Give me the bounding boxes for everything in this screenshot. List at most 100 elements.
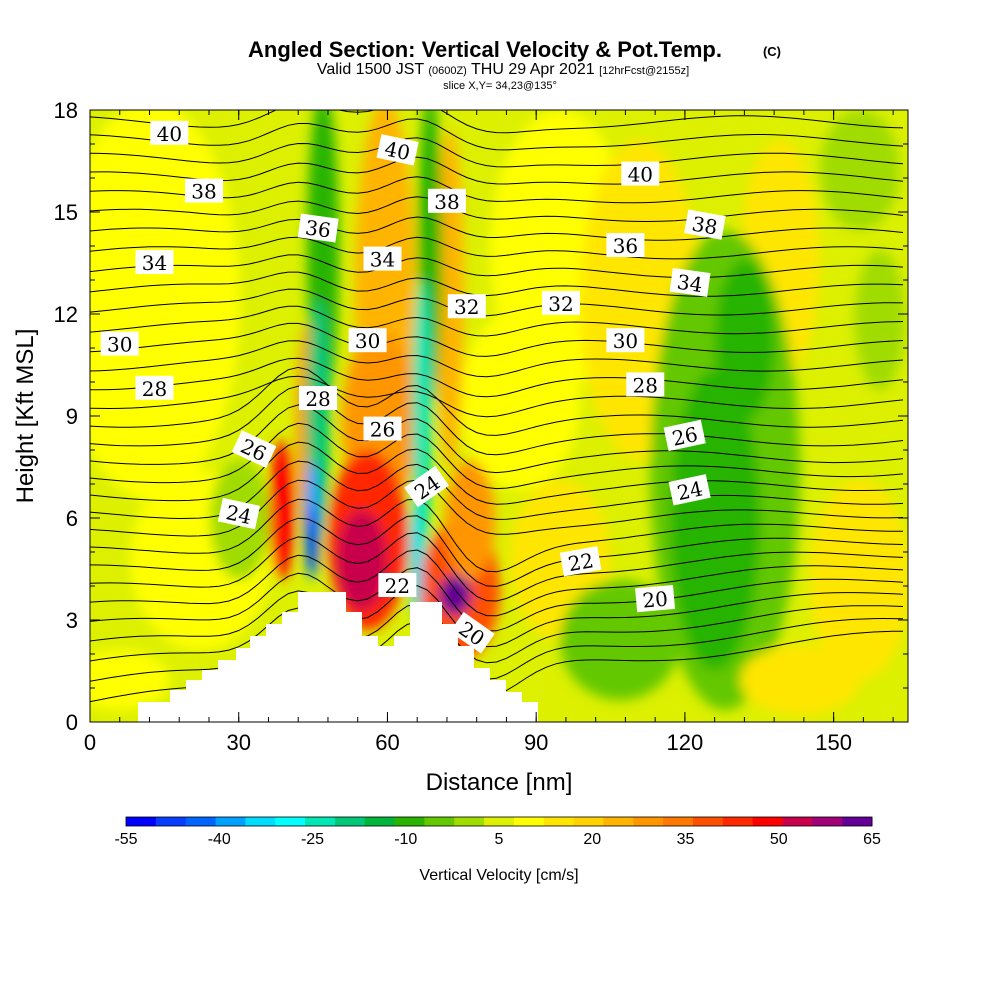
subtitle-z: (0600Z) — [428, 65, 467, 77]
theta-label-text: 36 — [304, 215, 333, 242]
theta-label-text: 28 — [633, 373, 658, 397]
theta-label-text: 38 — [434, 190, 459, 214]
theta-label-text: 36 — [613, 234, 638, 258]
theta-label: 28 — [299, 386, 338, 411]
colorbar-swatch — [394, 817, 425, 826]
theta-label-text: 26 — [670, 422, 700, 451]
theta-contour-line — [90, 322, 904, 357]
y-tick-label: 0 — [66, 710, 78, 735]
theta-label: 26 — [663, 419, 706, 452]
theta-label-text: 20 — [641, 587, 668, 613]
theta-label-text: 34 — [676, 270, 705, 297]
colorbar-tick-label: -25 — [301, 831, 324, 848]
theta-contour-line — [90, 216, 904, 241]
theta-label-box — [447, 294, 486, 319]
theta-label-box — [626, 372, 665, 397]
theta-label: 30 — [348, 328, 387, 353]
theta-label-text: 40 — [382, 136, 412, 165]
theta-contour-line — [90, 110, 904, 134]
colorbar-swatch — [484, 817, 515, 826]
theta-label-box — [427, 188, 466, 213]
theta-label-box — [684, 209, 726, 240]
colorbar-swatch — [275, 817, 306, 826]
colorbar-frame — [125, 816, 873, 827]
theta-contour-line — [90, 385, 904, 456]
theta-label-text: 34 — [370, 248, 395, 272]
colorbar-swatch — [364, 817, 396, 826]
colorbar-swatch — [603, 817, 634, 826]
theta-label: 22 — [378, 573, 417, 598]
y-tick-label: 6 — [66, 506, 78, 531]
theta-label-text: 40 — [157, 122, 182, 146]
theta-label-box — [231, 430, 277, 468]
theta-label-text: 24 — [675, 476, 705, 505]
theta-contour-line — [90, 254, 904, 279]
theta-label-box — [663, 419, 706, 452]
theta-label: 40 — [376, 134, 419, 166]
theta-label-box — [135, 250, 174, 274]
x-tick-label: 120 — [667, 730, 704, 755]
colorbar-swatch — [633, 817, 664, 826]
theta-label-text: 38 — [690, 212, 719, 240]
theta-label-text: 22 — [566, 548, 595, 576]
theta-label-text: 22 — [385, 574, 410, 598]
theta-contour-line — [90, 271, 904, 297]
x-tick-label: 150 — [815, 730, 852, 755]
theta-label-text: 30 — [613, 329, 638, 353]
theta-label-box — [299, 386, 338, 410]
colorbar: -55 -40 -25 -10 5 20 35 50 65 — [114, 816, 881, 848]
colorbar-swatch — [424, 817, 455, 826]
theta-label-text: 34 — [142, 251, 167, 275]
theta-contour-line — [90, 549, 904, 617]
colorbar-tick-label: 50 — [770, 831, 788, 848]
theta-label: 36 — [606, 233, 645, 258]
colorbar-swatch — [722, 817, 754, 826]
x-tick-label: 60 — [375, 730, 399, 755]
colorbar-swatch — [663, 817, 694, 826]
theta-label-box — [404, 465, 449, 508]
theta-label: 30 — [606, 328, 645, 353]
theta-label: 34 — [135, 250, 174, 275]
colorbar-swatch — [842, 817, 873, 826]
theta-label-text: 26 — [370, 418, 395, 442]
theta-label-text: 30 — [107, 333, 132, 357]
theta-label-box — [135, 375, 174, 400]
theta-label: 20 — [635, 584, 676, 613]
theta-label-box — [376, 134, 419, 166]
colorbar-swatch — [305, 817, 336, 826]
theta-label-box — [217, 497, 261, 530]
theta-contour-line — [90, 357, 904, 398]
theta-contour-line — [90, 340, 904, 378]
x-tick-label: 0 — [84, 730, 96, 755]
theta-label: 28 — [626, 372, 665, 397]
title-mark: (C) — [763, 44, 781, 59]
theta-label-text: 32 — [454, 295, 479, 319]
theta-label-box — [449, 612, 495, 654]
theta-label: 38 — [185, 178, 224, 204]
theta-contour-line — [90, 585, 904, 648]
theta-contour-line — [90, 118, 904, 151]
colorbar-tick-label: -40 — [208, 831, 231, 848]
theta-label: 40 — [150, 120, 189, 146]
theta-label-box — [668, 474, 711, 506]
colorbar-swatch — [812, 817, 843, 826]
colorbar-tick-label: 20 — [583, 831, 601, 848]
theta-label-text: 28 — [305, 387, 330, 411]
x-axis-label: Distance [nm] — [426, 769, 573, 796]
subtitle-valid: Valid 1500 JST — [317, 61, 425, 78]
y-tick-label: 12 — [54, 302, 78, 327]
theta-label-text: 30 — [355, 329, 380, 353]
theta-label-box — [541, 290, 580, 315]
colorbar-label: Vertical Velocity [cm/s] — [419, 867, 578, 884]
colorbar-swatch — [155, 817, 187, 826]
theta-label: 24 — [217, 497, 261, 530]
x-tick-label: 90 — [524, 730, 548, 755]
theta-contour-line — [90, 137, 904, 168]
theta-label-box — [559, 546, 602, 577]
theta-label-box — [669, 267, 711, 297]
colorbar-swatch — [752, 817, 783, 826]
theta-label-box — [363, 416, 402, 441]
theta-label: 32 — [541, 290, 580, 316]
